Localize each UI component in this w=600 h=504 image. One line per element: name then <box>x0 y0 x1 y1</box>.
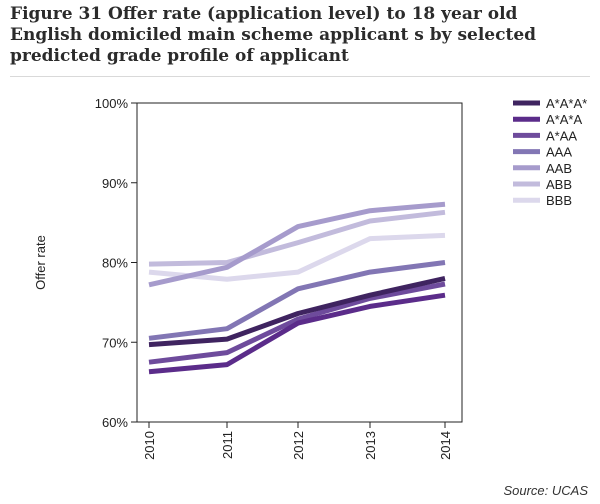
series-line-A*A*A <box>148 292 446 375</box>
legend-label: BBB <box>546 193 572 208</box>
x-tick-label: 2012 <box>291 431 306 460</box>
y-tick-label: 90% <box>102 176 128 191</box>
legend-label: A*A*A <box>546 112 582 127</box>
legend-label: A*A*A* <box>546 96 587 111</box>
series-line-ABB <box>148 209 446 267</box>
x-tick-label: 2013 <box>363 431 378 460</box>
x-tick-label: 2010 <box>142 431 157 460</box>
series-line-AAB <box>148 201 446 288</box>
series-line-AAA <box>148 260 446 341</box>
chart-series <box>148 201 446 375</box>
y-tick-label: 100% <box>95 96 129 111</box>
y-tick-label: 60% <box>102 415 128 430</box>
source-note: Source: UCAS <box>503 483 588 498</box>
y-tick-label: 80% <box>102 256 128 271</box>
x-tick-label: 2011 <box>220 431 235 459</box>
series-line-A*A*A* <box>148 275 446 348</box>
legend-label: AAB <box>546 161 572 176</box>
chart-title: Figure 31 Offer rate (application level)… <box>10 4 537 66</box>
legend-label: A*AA <box>546 128 577 143</box>
chart-axes: 60% 70% 80% 90% 100% 2010 2011 2012 2013 2014 Offe… <box>33 96 463 460</box>
series-line-BBB <box>148 232 446 282</box>
legend-label: AAA <box>546 145 572 160</box>
y-axis-label: Offer rate <box>33 235 48 290</box>
y-tick-label: 70% <box>102 335 128 350</box>
title-divider <box>10 76 590 77</box>
legend-label: ABB <box>546 177 572 192</box>
series-line-A*AA <box>148 281 446 365</box>
x-tick-label: 2014 <box>438 431 453 460</box>
